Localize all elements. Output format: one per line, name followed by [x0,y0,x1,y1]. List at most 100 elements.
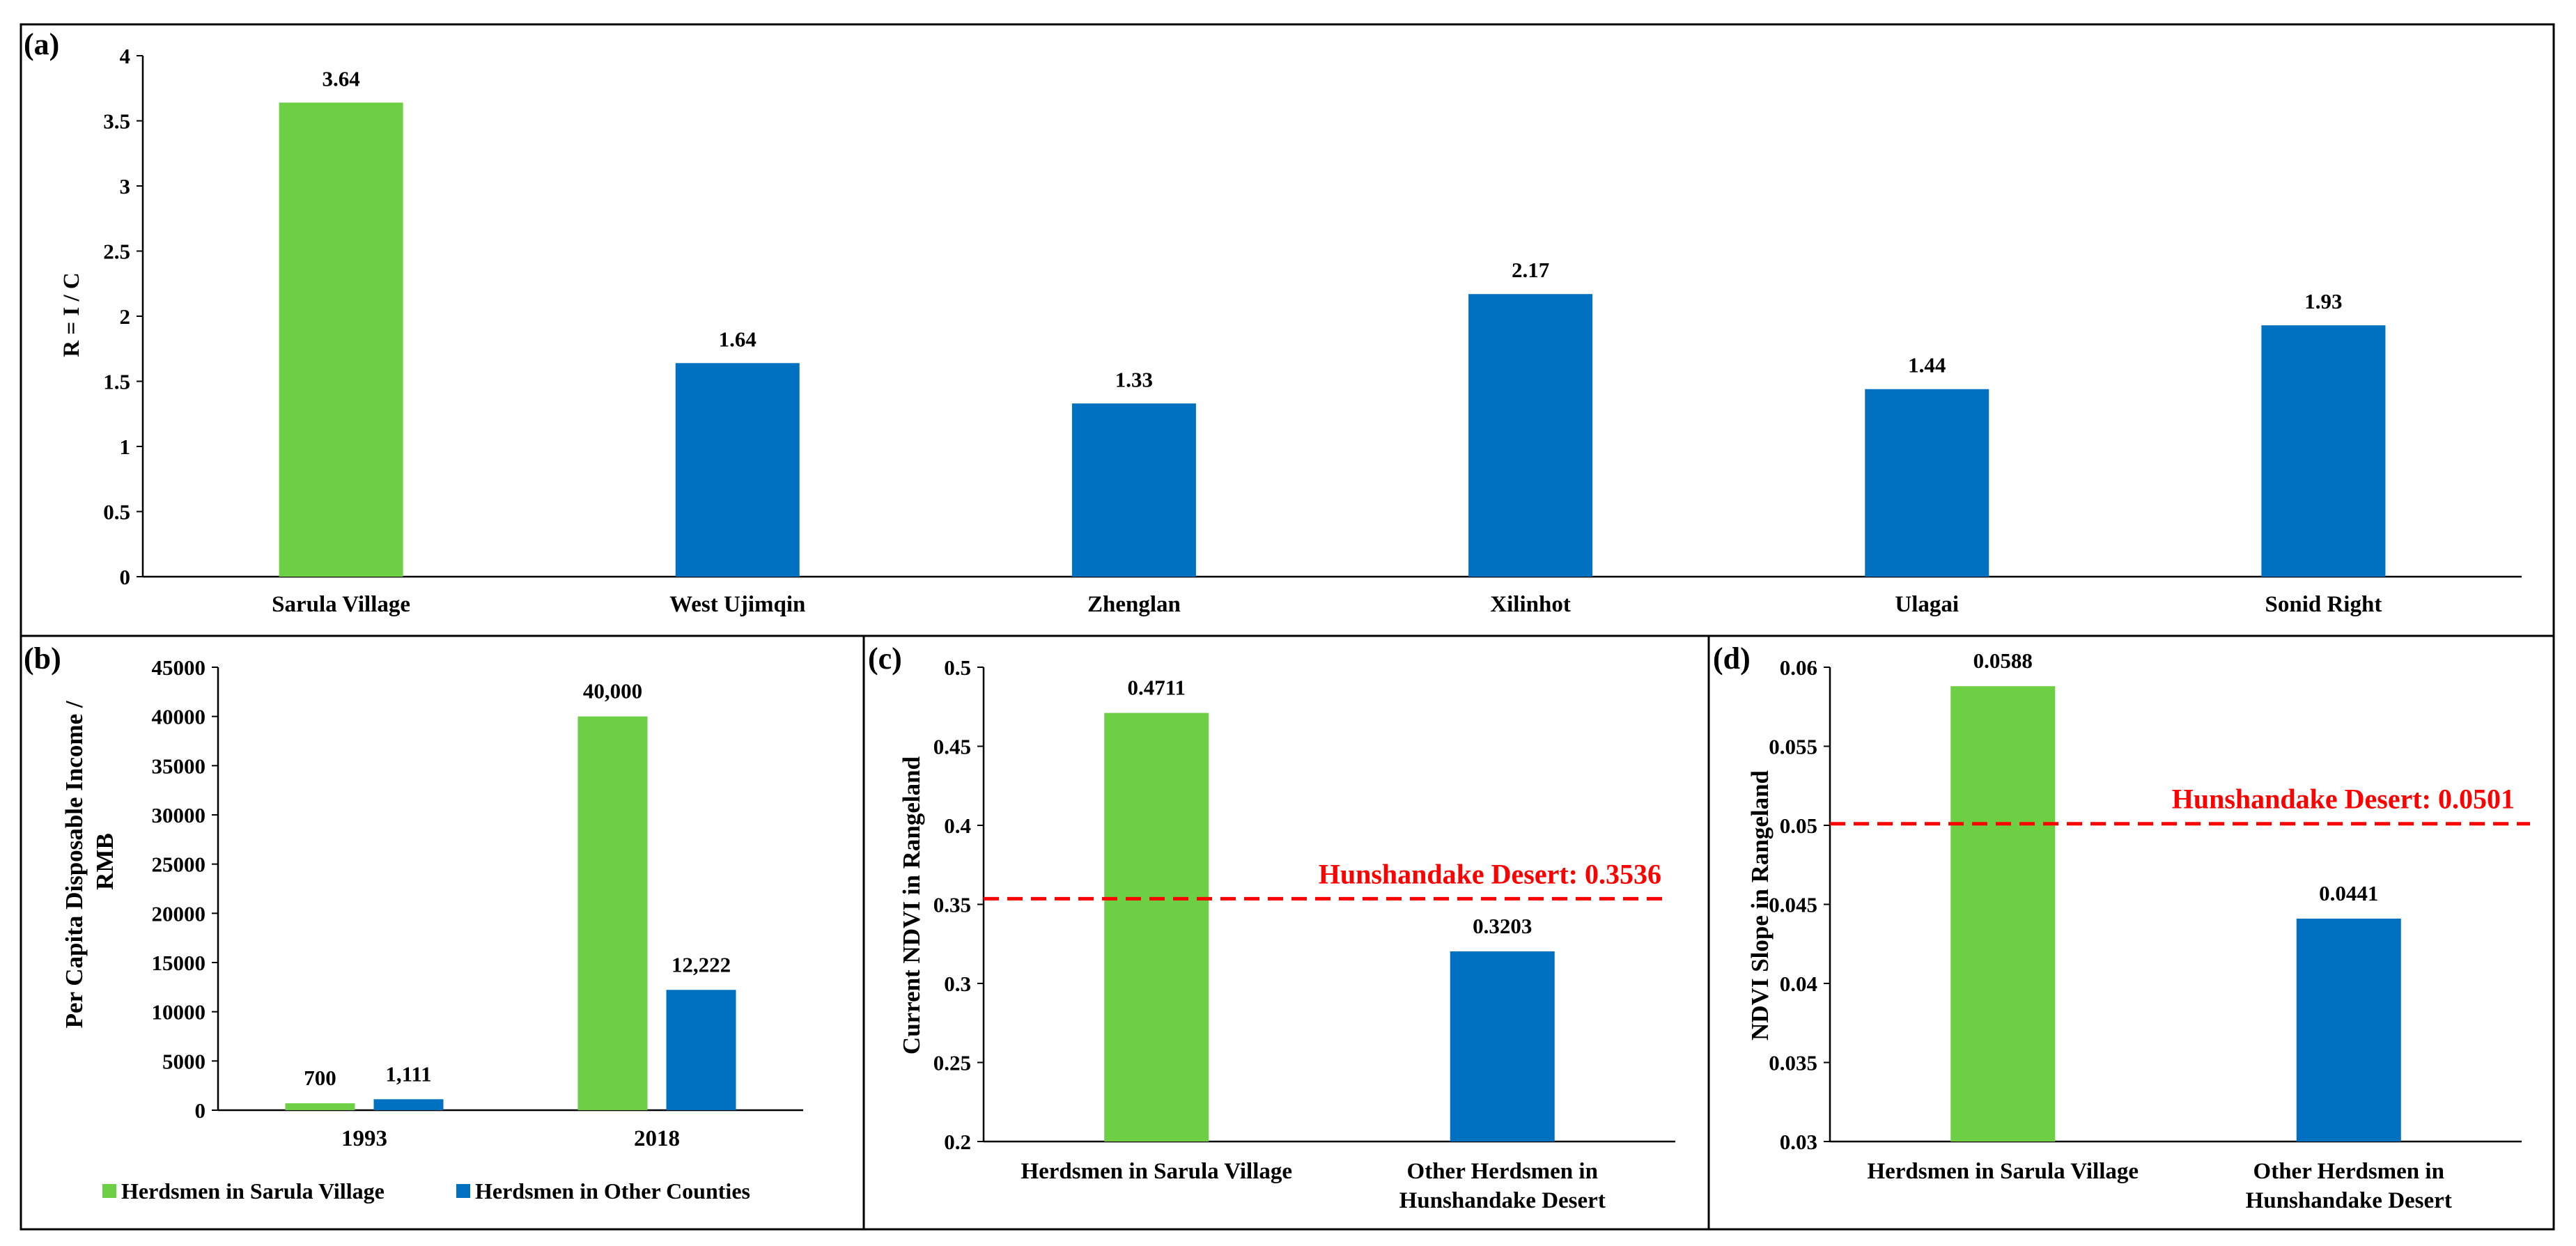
panel-d-y-tick-label: 0.045 [1769,893,1817,917]
panel-a-y-tick-label: 0 [120,565,131,589]
panel-b-y-tick-label: 40000 [152,705,206,729]
panel-d-y-tick-label: 0.05 [1780,813,1817,838]
panel-a-y-tick-label: 1.5 [103,370,130,394]
panel-c-y-tick-label: 0.5 [944,655,971,680]
panel-c-y-tick-label: 0.2 [944,1130,971,1154]
panel-d-x-tick-label-line: Other Herdsmen in [2253,1159,2444,1184]
panel-c-x-tick-label-line: Other Herdsmen in [1407,1159,1598,1184]
panel-b-y-tick-label: 45000 [152,655,206,680]
panel-c-x-tick-label-line: Hunshandake Desert [1399,1188,1606,1213]
panel-a-y-tick-label: 4 [120,44,131,68]
bar-sarula-village [279,102,403,577]
panel-a-chart: 0 0.5 1 1.5 2 2.5 3 3.5 4 3.64 Sarula Village 1.64 W… [103,44,2522,617]
panel-c-bar-herdsmen-in-sarula-village [1104,712,1209,1142]
panel-c-y-tick-label: 0.35 [933,893,971,917]
panel-d-data-label-other-herdsmen-in-hunshandake-desert: 0.0441 [2319,881,2378,905]
legend-swatch-other-counties [456,1184,470,1198]
panel-c-data-label-other-herdsmen-in-hunshandake-desert: 0.3203 [1473,914,1532,938]
x-tick-label-zhenglan: Zhenglan [1087,592,1181,617]
panel-a-y-tick-label: 0.5 [103,500,130,524]
data-label-west-ujimqin: 1.64 [719,327,756,351]
panel-d-data-label-herdsmen-in-sarula-village: 0.0588 [1973,648,2033,673]
panel-b-y-tick-label: 15000 [152,951,206,975]
panel-d-x-tick-label-line: Herdsmen in Sarula Village [1867,1159,2139,1184]
bar-xilinhot [1468,294,1593,577]
panel-b-chart: 0 5000 10000 15000 20000 25000 30000 35000 40000… [152,655,803,1151]
panel-d-y-tick-label: 0.03 [1780,1130,1817,1154]
bar-2018-herdsmen-in-other-counties [666,990,736,1110]
panel-d-y-tick-label: 0.035 [1769,1051,1817,1075]
panel-d-bar-herdsmen-in-sarula-village [1950,686,2056,1142]
panel-c-bar-other-herdsmen-in-hunshandake-desert [1450,951,1555,1142]
bar-ulagai [1865,389,1989,577]
x-tick-label-west-ujimqin: West Ujimqin [669,592,805,617]
panel-b-y-tick-label: 5000 [162,1049,205,1073]
panel-d-frame [1707,634,2555,1231]
panel-b-y-tick-label: 35000 [152,754,206,778]
data-label-1993-herdsmen-in-other-counties: 1,111 [385,1061,431,1086]
x-tick-label-sarula-village: Sarula Village [272,592,410,617]
data-label-sarula-village: 3.64 [322,66,359,91]
data-label-2018-herdsmen-in-other-counties: 12,222 [672,952,731,976]
panel-b-y-axis-title-line-2: RMB [91,833,118,890]
panel-a-y-tick-label: 2 [120,304,131,329]
panel-b-y-tick-label: 0 [195,1098,206,1123]
legend-swatch-sarula [102,1184,116,1198]
data-label-2018-herdsmen-in-sarula-village: 40,000 [583,679,642,703]
panel-b-tag: (b) [24,641,61,676]
data-label-xilinhot: 2.17 [1512,258,1549,282]
legend-label-other-counties: Herdsmen in Other Counties [475,1178,750,1204]
panel-d-bar-other-herdsmen-in-hunshandake-desert [2296,918,2401,1142]
panel-d-x-tick-label-line: Hunshandake Desert [2246,1188,2452,1213]
bar-1993-herdsmen-in-other-counties [373,1099,444,1110]
panel-b-frame [20,634,865,1231]
panel-c-data-label-herdsmen-in-sarula-village: 0.4711 [1127,676,1186,700]
x-tick-label-1993: 1993 [341,1126,387,1151]
bar-1993-herdsmen-in-sarula-village [285,1103,355,1110]
x-tick-label-xilinhot: Xilinhot [1490,592,1571,617]
panel-c-tag: (c) [868,641,902,676]
x-tick-label-2018: 2018 [634,1126,680,1151]
panel-b-y-axis-title: Per Capita Disposable Income / RMB [61,695,118,1029]
panel-b-legend: Herdsmen in Sarula Village Herdsmen in O… [102,1178,750,1204]
panel-a-y-tick-label: 3 [120,174,131,198]
panel-b-y-tick-label: 25000 [152,852,206,877]
panel-d-reference-line-label: Hunshandake Desert: 0.0501 [2172,784,2515,815]
panel-c-chart: 0.2 0.25 0.3 0.35 0.4 0.45 0.5 0.4711 Herdsmen i… [933,655,1675,1213]
panel-a-y-tick-label: 2.5 [103,240,130,264]
panel-a-y-tick-label: 1 [120,435,131,459]
panel-b-y-axis-title-line-1: Per Capita Disposable Income / [61,700,88,1028]
panel-d-tag: (d) [1713,641,1751,676]
bar-sonid-right [2261,325,2386,577]
bar-zhenglan [1071,403,1196,577]
x-tick-label-ulagai: Ulagai [1895,592,1959,617]
data-label-ulagai: 1.44 [1908,353,1946,377]
panel-d-y-tick-label: 0.04 [1780,972,1817,996]
panel-d-y-tick-label: 0.055 [1769,735,1817,759]
data-label-zhenglan: 1.33 [1115,367,1153,391]
panel-c-frame [862,634,1710,1231]
bar-west-ujimqin [675,363,800,577]
panel-c-y-tick-label: 0.25 [933,1051,971,1075]
x-tick-label-sonid-right: Sonid Right [2265,592,2382,617]
data-label-sonid-right: 1.93 [2304,289,2342,313]
bar-2018-herdsmen-in-sarula-village [577,716,648,1110]
panel-d-y-axis-title: NDVI Slope in Rangeland [1746,770,1774,1041]
panel-a-tag: (a) [24,27,59,61]
panel-d-chart: 0.03 0.035 0.04 0.045 0.05 0.055 0.06 0.0588 Her… [1769,648,2530,1213]
data-label-1993-herdsmen-in-sarula-village: 700 [304,1066,336,1090]
panel-c-y-axis-title: Current NDVI in Rangeland [898,756,925,1054]
legend-label-sarula: Herdsmen in Sarula Village [121,1178,385,1204]
panel-b-y-tick-label: 10000 [152,1000,206,1025]
panel-a-y-axis-title: R = I / C [59,272,84,357]
panel-c-y-tick-label: 0.3 [944,972,971,996]
panel-b-y-tick-label: 30000 [152,803,206,827]
panel-c-y-tick-label: 0.4 [944,813,971,838]
panel-b-y-tick-label: 20000 [152,901,206,926]
panel-c-x-tick-label-line: Herdsmen in Sarula Village [1021,1159,1292,1184]
panel-c-y-tick-label: 0.45 [933,735,971,759]
panel-c-reference-line-label: Hunshandake Desert: 0.3536 [1319,858,1661,889]
panel-a-y-tick-label: 3.5 [103,109,130,134]
panel-d-y-tick-label: 0.06 [1780,655,1817,680]
